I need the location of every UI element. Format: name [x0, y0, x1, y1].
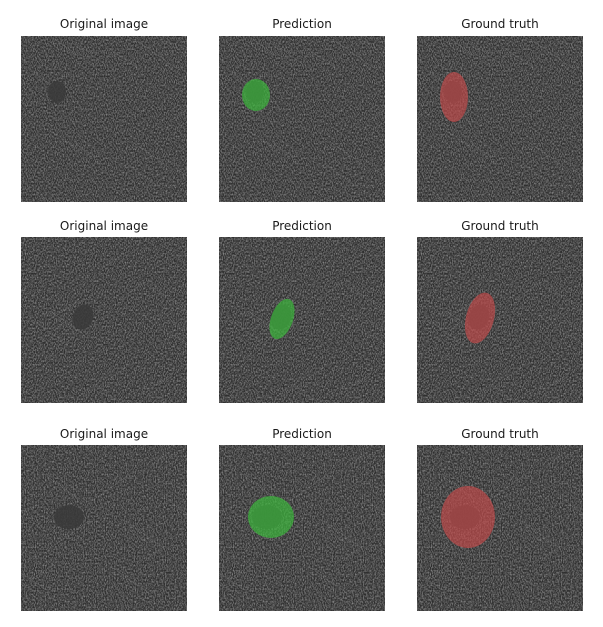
streak-pattern	[430, 37, 583, 202]
ultrasound-svg	[417, 237, 583, 403]
panel-row3-original: Original image	[21, 426, 187, 612]
ground-truth-mask	[441, 486, 495, 548]
panel-row1-original: Original image	[21, 16, 187, 202]
prediction-mask	[248, 496, 294, 538]
ultrasound-svg	[21, 237, 187, 403]
ultrasound-image	[219, 36, 385, 202]
panel-title: Prediction	[272, 427, 332, 441]
ultrasound-svg	[21, 445, 187, 611]
prediction-mask	[269, 298, 295, 340]
panel-row2-ground-truth: Ground truth	[417, 218, 583, 404]
ultrasound-image	[417, 445, 583, 611]
speckle-texture	[417, 445, 583, 611]
ultrasound-svg	[417, 445, 583, 611]
ultrasound-image	[21, 36, 187, 202]
panel-row3-prediction: Prediction	[219, 426, 385, 612]
ground-truth-mask	[440, 72, 468, 122]
streak-pattern	[34, 37, 187, 202]
ultrasound-svg	[417, 36, 583, 202]
panel-title: Prediction	[272, 17, 332, 31]
ultrasound-svg	[219, 445, 385, 611]
speckle-texture	[417, 36, 583, 202]
ultrasound-image	[21, 237, 187, 403]
panel-title: Ground truth	[461, 219, 539, 233]
prediction-mask	[242, 79, 270, 111]
panel-row3-ground-truth: Ground truth	[417, 426, 583, 612]
panel-row2-prediction: Prediction	[219, 218, 385, 404]
ultrasound-svg	[219, 237, 385, 403]
ultrasound-svg	[219, 36, 385, 202]
ultrasound-image	[219, 445, 385, 611]
streak-pattern	[29, 254, 187, 403]
panel-title: Ground truth	[461, 427, 539, 441]
streak-pattern	[21, 445, 187, 611]
speckle-texture	[219, 237, 385, 403]
panel-title: Original image	[59, 219, 149, 233]
ultrasound-image	[21, 445, 187, 611]
speckle-texture	[21, 445, 187, 611]
panel-title: Original image	[59, 427, 149, 441]
ultrasound-image	[417, 237, 583, 403]
streak-pattern	[219, 445, 385, 611]
ultrasound-image	[219, 237, 385, 403]
ground-truth-mask	[464, 292, 496, 344]
lesion-region	[48, 81, 66, 103]
speckle-texture	[219, 445, 385, 611]
streak-pattern	[425, 254, 583, 403]
speckle-texture	[417, 237, 583, 403]
panel-title: Original image	[59, 17, 149, 31]
streak-pattern	[227, 254, 385, 403]
speckle-texture	[219, 36, 385, 202]
lesion-region	[72, 304, 94, 330]
speckle-texture	[21, 237, 187, 403]
ultrasound-svg	[21, 36, 187, 202]
panel-row1-ground-truth: Ground truth	[417, 16, 583, 202]
streak-pattern	[232, 37, 385, 202]
panel-row2-original: Original image	[21, 218, 187, 404]
lesion-region	[54, 505, 84, 529]
panel-title: Ground truth	[461, 17, 539, 31]
panel-title: Prediction	[272, 219, 332, 233]
ultrasound-image	[417, 36, 583, 202]
speckle-texture	[21, 36, 187, 202]
panel-row1-prediction: Prediction	[219, 16, 385, 202]
